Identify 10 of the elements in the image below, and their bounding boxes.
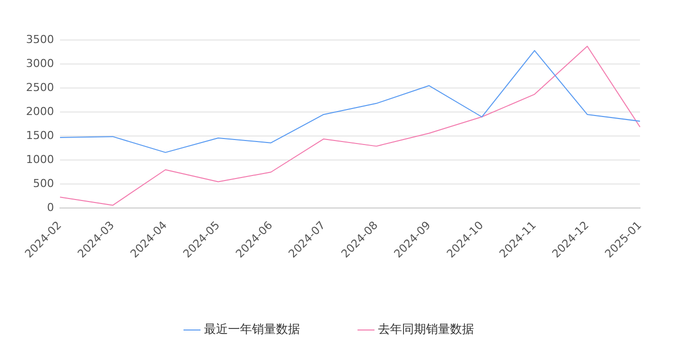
y-tick-label: 2500 (26, 80, 54, 94)
y-tick-label: 3500 (26, 32, 54, 46)
y-tick-label: 3000 (26, 56, 54, 70)
legend-label: 去年同期销量数据 (378, 322, 474, 336)
y-tick-label: 2000 (26, 104, 54, 118)
y-tick-label: 500 (32, 177, 54, 190)
y-tick-label: 1000 (26, 152, 54, 166)
y-tick-label: 1500 (26, 128, 54, 142)
y-tick-label: 0 (46, 201, 54, 214)
legend-label: 最近一年销量数据 (204, 322, 300, 336)
